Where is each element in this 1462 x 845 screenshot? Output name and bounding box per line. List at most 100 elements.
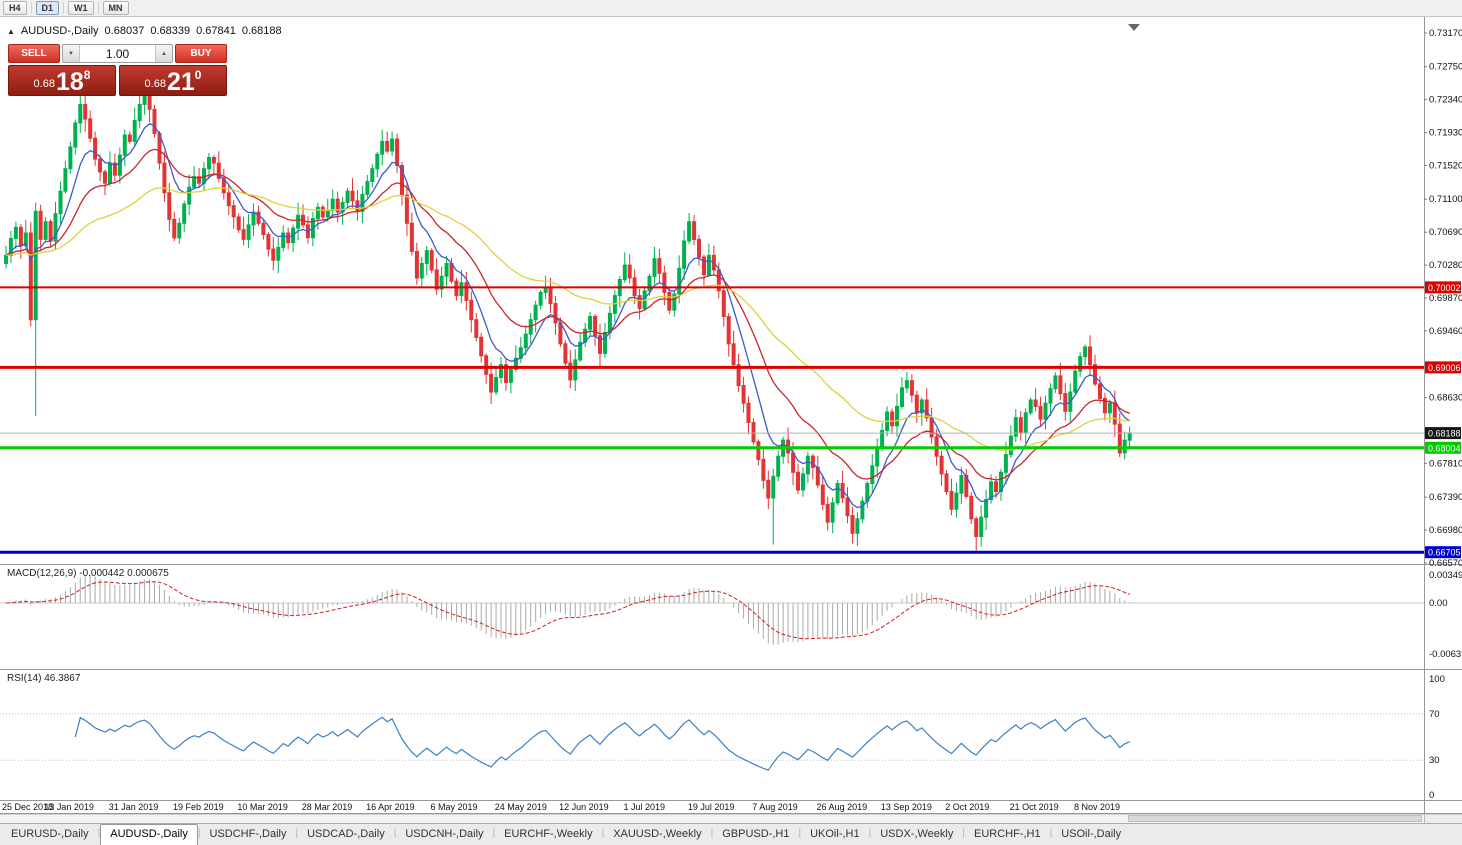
sell-price-fraction: 8 (83, 68, 91, 82)
rsi-axis-tick: 100 (1429, 674, 1445, 685)
svg-text:0.69006: 0.69006 (1428, 363, 1461, 373)
macd-main-value: -0.000442 (79, 568, 125, 579)
tab-separator: | (295, 828, 299, 839)
timeframe-button-d1[interactable]: D1 (35, 1, 60, 15)
volume-increase-button[interactable]: ▲ (155, 45, 172, 62)
macd-indicator-label: MACD(12,26,9) -0.000442 0.000675 (7, 568, 169, 579)
timeframe-button-mn[interactable]: MN (102, 1, 129, 15)
buy-price-base: 0.68 (144, 78, 166, 90)
svg-text:0.70690: 0.70690 (1429, 227, 1462, 238)
macd-axis-tick: 0.00 (1429, 598, 1448, 609)
price-badge-0.66705: 0.66705 (1425, 546, 1461, 559)
svg-text:0.69870: 0.69870 (1429, 293, 1462, 304)
tab-separator: | (393, 828, 397, 839)
time-axis-label: 8 Nov 2019 (1074, 802, 1120, 812)
buy-price-display[interactable]: 0.68 21 0 (119, 65, 227, 96)
tab-separator: | (1049, 828, 1053, 839)
timeframe-button-h4[interactable]: H4 (3, 1, 27, 15)
chart-tab-usdchf-daily[interactable]: USDCHF-,Daily (209, 828, 287, 840)
svg-text:0.72340: 0.72340 (1429, 95, 1462, 106)
chart-tab-usdcad-daily[interactable]: USDCAD-,Daily (307, 828, 385, 840)
rsi-axis-tick: 30 (1429, 755, 1440, 766)
moving-average-50 (5, 187, 1130, 452)
chart-tab-eurchf-weekly[interactable]: EURCHF-,Weekly (504, 828, 593, 840)
chart-tab-usoil-daily[interactable]: USOil-,Daily (1061, 828, 1122, 840)
rsi-panel (0, 713, 1424, 771)
chart-tab-usdx-weekly[interactable]: USDX-,Weekly (880, 828, 954, 840)
rsi-indicator-label: RSI(14) 46.3867 (7, 673, 80, 684)
chart-tab-eurusd-daily[interactable]: EURUSD-,Daily (11, 828, 89, 840)
time-axis-label: 13 Jan 2019 (44, 802, 94, 812)
chart-tab-audusd-daily[interactable]: AUDUSD-,Daily (100, 824, 198, 845)
time-axis-label: 1 Jul 2019 (624, 802, 666, 812)
ohlc-close: 0.68188 (241, 25, 282, 37)
buy-button[interactable]: BUY (175, 44, 227, 63)
sell-button[interactable]: SELL (8, 44, 60, 63)
sell-price-display[interactable]: 0.68 18 8 (8, 65, 116, 96)
rsi-value: 46.3867 (44, 673, 81, 684)
macd-panel (0, 575, 1424, 645)
time-axis-label: 28 Mar 2019 (302, 802, 353, 812)
price-badge-0.69006: 0.69006 (1425, 361, 1461, 374)
time-axis-label: 10 Mar 2019 (237, 802, 288, 812)
horizontal-scrollbar-thumb[interactable] (1128, 815, 1422, 822)
rsi-axis-tick: 0 (1429, 790, 1434, 801)
macd-axis-tick: 0.00349 (1429, 570, 1462, 581)
chart-symbol-label: AUDUSD-,Daily (20, 25, 99, 37)
macd-signal-value: 0.000675 (127, 568, 169, 579)
tab-separator: | (197, 828, 201, 839)
chart-tab-bar: EURUSD-,Daily | AUDUSD-,Daily | USDCHF-,Dail… (0, 823, 1462, 845)
svg-text:0.71100: 0.71100 (1429, 194, 1462, 205)
volume-decrease-button[interactable]: ▼ (63, 45, 80, 62)
moving-average-20 (5, 148, 1130, 481)
time-axis-label: 25 Dec 2018 (2, 802, 53, 812)
ohlc-high: 0.68339 (150, 25, 191, 37)
moving-average-8 (5, 123, 1131, 509)
one-click-trade-panel: SELL ▼ ▲ BUY 0.68 18 8 0.68 21 0 (8, 44, 227, 96)
time-axis-label: 6 May 2019 (430, 802, 477, 812)
timeframe-button-w1[interactable]: W1 (68, 1, 94, 15)
chart-tab-gbpusd-h1[interactable]: GBPUSD-,H1 (722, 828, 790, 840)
buy-price-pips: 21 (166, 68, 195, 96)
one-click-toggle-icon[interactable]: ▲ (7, 26, 15, 36)
horizontal-scrollbar[interactable] (0, 814, 1424, 823)
tab-separator: | (710, 828, 714, 839)
price-badge-0.70002: 0.70002 (1425, 281, 1461, 294)
time-axis-label: 19 Feb 2019 (173, 802, 224, 812)
tab-separator: | (962, 828, 965, 839)
rsi-axis-tick: 70 (1429, 709, 1440, 720)
time-axis-label: 19 Jul 2019 (688, 802, 735, 812)
volume-input[interactable] (80, 45, 155, 62)
svg-text:0.67390: 0.67390 (1429, 492, 1462, 503)
svg-text:0.71930: 0.71930 (1429, 128, 1462, 139)
svg-text:0.66705: 0.66705 (1428, 548, 1461, 558)
toolbar-separator (63, 2, 65, 14)
svg-text:0.70280: 0.70280 (1429, 260, 1462, 271)
time-axis-label: 24 May 2019 (495, 802, 547, 812)
tab-separator: | (798, 828, 802, 839)
chart-shift-marker-icon[interactable] (1128, 24, 1140, 31)
time-axis-label: 31 Jan 2019 (109, 802, 159, 812)
svg-text:0.66570: 0.66570 (1429, 558, 1462, 569)
sell-price-pips: 18 (55, 68, 84, 96)
svg-text:0.68004: 0.68004 (1428, 443, 1461, 453)
tab-separator: | (601, 828, 605, 839)
price-badge-0.68004: 0.68004 (1425, 441, 1461, 454)
svg-text:0.72750: 0.72750 (1429, 62, 1462, 73)
chart-header: ▲ AUDUSD-,Daily 0.68037 0.68339 0.67841 … (7, 25, 282, 37)
chart-tab-eurchf-h1[interactable]: EURCHF-,H1 (973, 828, 1041, 840)
chart-tab-ukoil-h1[interactable]: UKOil-,H1 (810, 828, 860, 840)
toolbar-separator (30, 2, 32, 14)
svg-text:0.67810: 0.67810 (1429, 458, 1462, 469)
chart-tab-xauusd-weekly[interactable]: XAUUSD-,Weekly (613, 828, 702, 840)
sell-price-base: 0.68 (33, 78, 55, 90)
rsi-name: RSI(14) (7, 673, 42, 684)
macd-signal-line (5, 581, 1130, 640)
time-axis-label: 2 Oct 2019 (945, 802, 989, 812)
chart-tab-usdcnh-daily[interactable]: USDCNH-,Daily (405, 828, 484, 840)
chevron-up-icon: ▲ (161, 50, 167, 57)
svg-text:0.68188: 0.68188 (1428, 429, 1461, 439)
buy-price-fraction: 0 (194, 68, 202, 82)
